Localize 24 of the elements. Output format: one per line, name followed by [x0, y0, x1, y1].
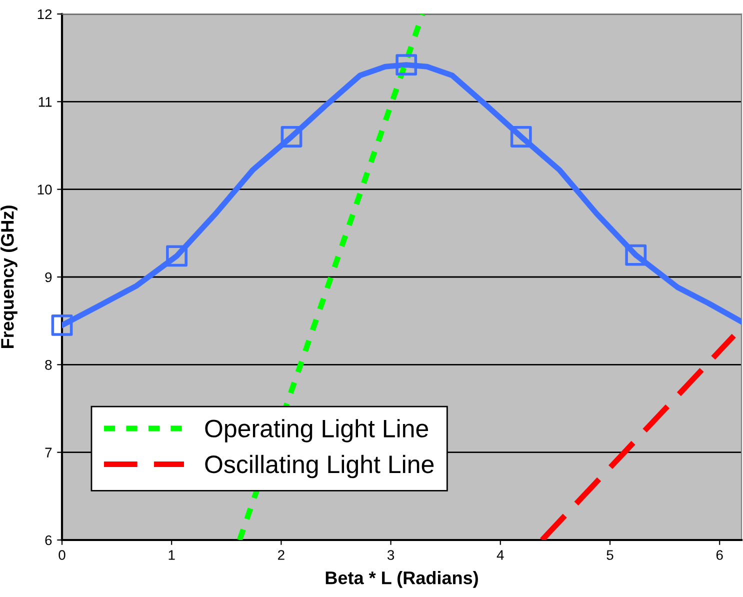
point — [166, 245, 188, 267]
x-axis-title: Beta * L (Radians) — [326, 571, 478, 588]
y-tick-label: 9 — [45, 272, 52, 282]
y-tick-label: 8 — [45, 360, 52, 370]
y-tick-label: 10 — [38, 184, 52, 195]
y-tick-label: 6 — [45, 535, 52, 546]
point — [280, 126, 302, 148]
point — [396, 54, 418, 76]
y-tick-label: 11 — [38, 97, 52, 107]
x-tick-label: 1 — [168, 550, 175, 560]
point — [625, 244, 647, 266]
x-tick-label: 4 — [496, 550, 504, 560]
x-tick-label: 2 — [278, 550, 284, 560]
x-tick-label: 0 — [58, 550, 66, 560]
point — [510, 126, 532, 148]
y-axis-title: Frequency (GHz) — [0, 206, 18, 348]
x-tick-label: 6 — [716, 550, 723, 560]
x-tick-label: 5 — [606, 550, 614, 560]
legend-label: Operating Light Line — [205, 419, 428, 442]
x-tick-label: 3 — [387, 550, 394, 560]
legend-label: Oscillating Light Line — [205, 454, 434, 478]
y-tick-label: 12 — [38, 9, 52, 20]
y-tick-label: 7 — [45, 448, 52, 458]
point — [51, 314, 73, 336]
